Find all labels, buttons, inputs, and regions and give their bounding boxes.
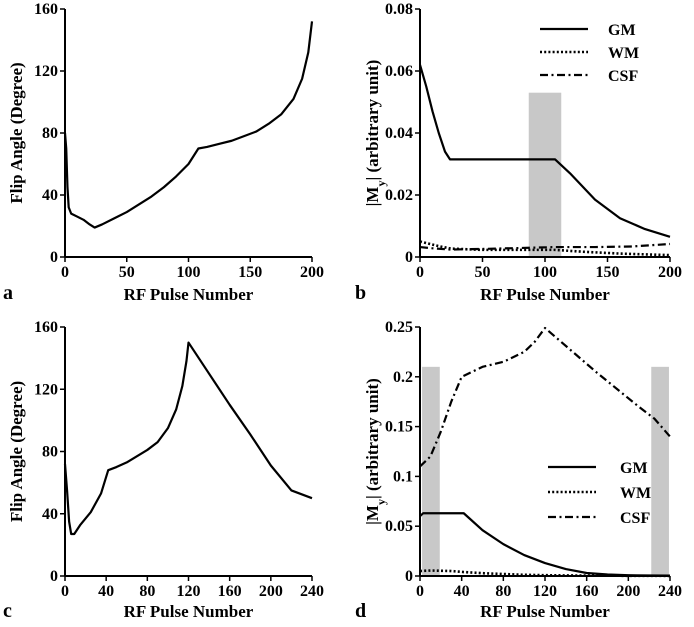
x-axis-label: RF Pulse Number [124, 285, 254, 304]
x-axis-label: RF Pulse Number [480, 285, 610, 304]
series-wm-line [419, 240, 671, 257]
y-tick-label: 0.25 [385, 319, 413, 336]
y-tick-label: 0.2 [393, 369, 413, 386]
x-tick-label: 150 [238, 264, 262, 281]
x-tick-label: 160 [218, 583, 242, 600]
y-tick-label: 40 [42, 187, 58, 204]
chart-panel-d: 0 0.05 0.1 0.15 0.2 0.25 0 40 80 120 160 200 240 RF P… [355, 319, 682, 622]
shaded-region-d-2 [651, 366, 669, 576]
x-tick-label: 200 [658, 264, 682, 281]
chart-panel-a: 0 40 80 120 160 0 50 100 150 200 RF Pulse Number Fl… [3, 1, 324, 304]
legend-label-wm: WM [620, 485, 651, 502]
legend: GM WM CSF [548, 460, 651, 527]
y-tick-label: 0.15 [385, 419, 413, 436]
x-axis-label: RF Pulse Number [480, 602, 610, 621]
legend-label-csf: CSF [620, 510, 650, 527]
x-tick-label: 50 [475, 264, 491, 281]
y-tick-label: 0 [50, 568, 58, 585]
x-tick-label: 0 [61, 264, 69, 281]
panel-label: d [355, 600, 366, 622]
series-csf-line [419, 326, 671, 468]
x-tick-label: 50 [119, 264, 135, 281]
x-tick-label: 160 [575, 583, 599, 600]
y-tick-label: 0.05 [385, 518, 413, 535]
panel-label: a [3, 282, 13, 304]
y-axis-label: Flip Angle (Degree) [7, 381, 26, 522]
x-tick-label: 0 [416, 583, 424, 600]
x-axis-label: RF Pulse Number [124, 602, 254, 621]
x-tick-label: 200 [300, 264, 324, 281]
y-tick-label: 0 [50, 249, 58, 266]
x-tick-label: 0 [61, 583, 69, 600]
series-flip-angle-line [63, 341, 313, 536]
legend-label-csf: CSF [608, 68, 638, 85]
y-axis-label: |My| (arbitrary unit) [363, 60, 388, 207]
shaded-region-b-1 [528, 92, 562, 257]
y-tick-label: 40 [42, 506, 58, 523]
series-flip-angle-line [63, 21, 314, 229]
y-tick-label: 0 [405, 249, 413, 266]
y-tick-label: 0.1 [393, 468, 413, 485]
y-tick-label: 160 [34, 1, 58, 18]
x-tick-label: 80 [495, 583, 511, 600]
x-tick-label: 40 [454, 583, 470, 600]
shaded-region-d-1 [422, 366, 440, 576]
series-gm-line [419, 512, 671, 577]
x-tick-label: 40 [98, 583, 114, 600]
legend-label-gm: GM [620, 460, 648, 477]
y-tick-label: 0.08 [385, 1, 413, 18]
x-tick-label: 100 [533, 264, 557, 281]
y-tick-label: 80 [42, 125, 58, 142]
x-tick-label: 200 [616, 583, 640, 600]
panel-label: b [355, 282, 366, 304]
y-axis-label: Flip Angle (Degree) [7, 62, 26, 203]
x-tick-label: 240 [300, 583, 324, 600]
chart-panel-c: 0 40 80 120 160 0 40 80 120 160 200 240 RF Pulse Num… [3, 319, 324, 622]
x-tick-label: 150 [596, 264, 620, 281]
y-tick-label: 80 [42, 444, 58, 461]
legend-label-wm: WM [608, 45, 639, 62]
y-tick-label: 0.04 [385, 125, 413, 142]
y-tick-label: 0 [405, 568, 413, 585]
chart-panel-b: 0 0.02 0.04 0.06 0.08 0 50 100 150 200 RF Pulse Nu… [355, 1, 682, 304]
y-axis-label: |My| (arbitrary unit) [363, 378, 388, 525]
x-tick-label: 200 [259, 583, 283, 600]
legend-label-gm: GM [608, 22, 636, 39]
x-tick-label: 240 [658, 583, 682, 600]
x-tick-label: 120 [533, 583, 557, 600]
x-tick-label: 120 [177, 583, 201, 600]
y-tick-label: 120 [34, 63, 58, 80]
panel-label: c [3, 600, 12, 622]
x-tick-label: 100 [177, 264, 201, 281]
y-tick-label: 0.06 [385, 63, 413, 80]
x-tick-label: 80 [139, 583, 155, 600]
y-tick-label: 0.02 [385, 187, 413, 204]
series-csf-line [419, 242, 671, 251]
series-wm-line [419, 569, 671, 578]
y-tick-label: 160 [34, 319, 58, 336]
series-gm-line [418, 64, 671, 238]
legend: GM WM CSF [540, 22, 639, 85]
x-tick-label: 0 [416, 264, 424, 281]
y-tick-label: 120 [34, 381, 58, 398]
